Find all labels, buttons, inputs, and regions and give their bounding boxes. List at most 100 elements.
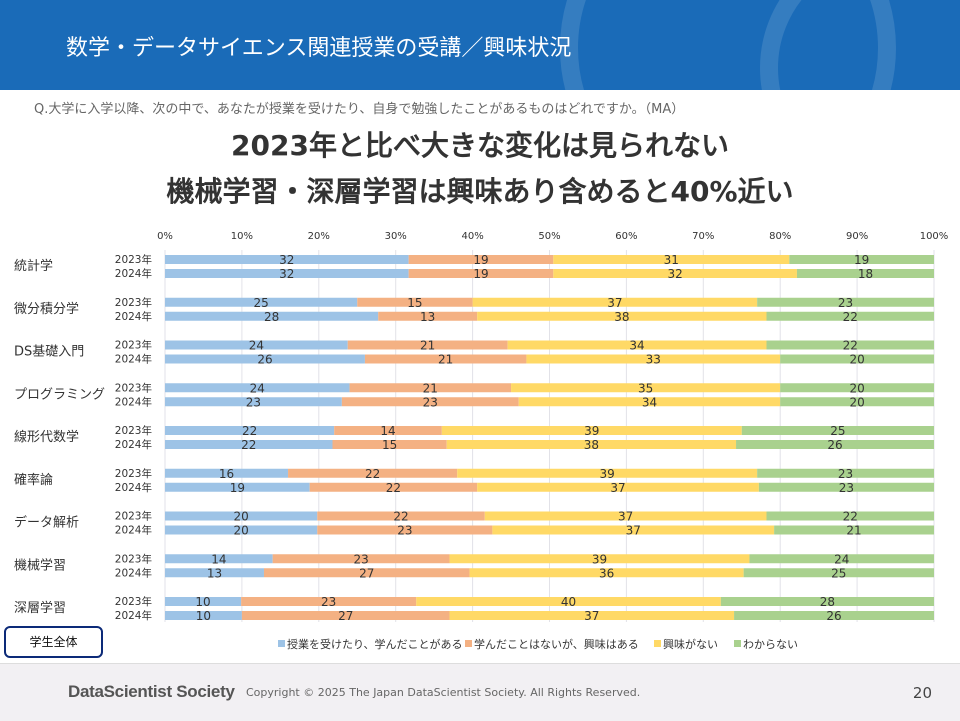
- bar-segment: [553, 269, 797, 278]
- data-label: 21: [438, 353, 453, 367]
- data-label: 26: [257, 353, 272, 367]
- data-label: 24: [249, 339, 264, 353]
- data-label: 32: [279, 267, 294, 281]
- bar-segment: [332, 440, 447, 449]
- data-label: 10: [196, 609, 211, 623]
- data-label: 20: [233, 510, 248, 524]
- data-label: 23: [839, 481, 854, 495]
- bar-segment: [408, 255, 554, 264]
- bar-segment: [780, 354, 934, 364]
- data-label: 13: [207, 566, 222, 580]
- bar-segment: [749, 554, 934, 564]
- bar-segment: [477, 311, 767, 321]
- data-label: 22: [365, 467, 380, 481]
- data-label: 22: [242, 424, 257, 438]
- category-label: 線形代数学: [14, 429, 79, 445]
- data-label: 24: [250, 381, 265, 395]
- data-label: 20: [849, 381, 864, 395]
- bar-segment: [526, 354, 781, 364]
- year-label: 2024年: [115, 566, 152, 579]
- year-label: 2023年: [115, 552, 152, 565]
- year-label: 2024年: [115, 524, 152, 537]
- x-tick-label: 10%: [231, 231, 253, 242]
- data-label: 32: [279, 253, 294, 267]
- data-label: 10: [195, 595, 210, 609]
- data-label: 40: [561, 595, 576, 609]
- data-label: 33: [646, 353, 661, 367]
- headline-2: 機械学習・深層学習は興味あり含めると40%近い: [166, 175, 794, 208]
- year-label: 2023年: [115, 253, 152, 266]
- bar-segment: [165, 468, 289, 478]
- legend-label: わからない: [743, 638, 798, 651]
- data-label: 23: [423, 395, 438, 409]
- legend-label: 興味がない: [663, 637, 718, 651]
- bar-segment: [449, 554, 750, 564]
- bar-segment: [165, 426, 335, 435]
- year-label: 2024年: [115, 609, 152, 622]
- data-label: 25: [830, 424, 845, 438]
- page-title: 数学・データサイエンス関連授業の受講／興味状況: [66, 36, 572, 61]
- bar-segment: [341, 397, 519, 407]
- bar-segment: [757, 468, 934, 478]
- data-label: 21: [423, 381, 438, 395]
- category-label: プログラミング: [14, 387, 105, 402]
- bar-segment: [364, 354, 527, 364]
- bar-segment: [758, 482, 934, 492]
- data-label: 23: [321, 595, 336, 609]
- bar-segment: [165, 554, 273, 564]
- bar-segment: [416, 597, 721, 606]
- bar-segment: [511, 383, 781, 393]
- bar-segment: [165, 482, 310, 492]
- data-label: 22: [241, 438, 256, 452]
- data-label: 26: [826, 609, 841, 623]
- bar-segment: [165, 383, 350, 393]
- data-label: 22: [843, 310, 858, 324]
- bar-segment: [457, 468, 758, 478]
- data-label: 35: [638, 381, 653, 395]
- data-label: 15: [407, 296, 422, 310]
- bar-segment: [309, 482, 478, 492]
- headline-1: 2023年と比べ大きな変化は見られない: [231, 129, 729, 162]
- bar-segment: [492, 525, 775, 535]
- bar-segment: [349, 383, 512, 393]
- x-tick-label: 80%: [769, 231, 791, 242]
- category-label: 機械学習: [14, 557, 66, 573]
- survey-question: Q.大学に入学以降、次の中で、あなたが授業を受けたり、自身で勉強したことがあるも…: [34, 102, 685, 117]
- year-label: 2023年: [115, 424, 152, 437]
- data-label: 13: [420, 310, 435, 324]
- bar-segment: [507, 340, 767, 350]
- data-label: 37: [607, 296, 622, 310]
- data-label: 27: [338, 609, 353, 623]
- bar-segment: [165, 440, 333, 449]
- bar-segment: [736, 440, 934, 449]
- bar-segment: [334, 426, 442, 435]
- x-tick-label: 90%: [846, 231, 868, 242]
- data-label: 36: [599, 566, 614, 580]
- year-label: 2023年: [115, 339, 152, 352]
- bar-segment: [378, 311, 478, 321]
- category-label: データ解析: [14, 515, 79, 531]
- data-label: 38: [584, 438, 599, 452]
- footer: DataScientist Society Copyright © 2025 T…: [0, 663, 960, 721]
- data-label: 24: [834, 552, 849, 566]
- legend-swatch: [654, 640, 661, 647]
- bar-segment: [780, 397, 934, 407]
- data-label: 28: [820, 595, 835, 609]
- year-label: 2024年: [115, 438, 152, 451]
- bar-segment: [241, 597, 417, 606]
- x-tick-label: 70%: [692, 231, 714, 242]
- footer-logo: DataScientist Society: [68, 682, 235, 701]
- data-label: 37: [618, 510, 633, 524]
- data-label: 39: [600, 467, 615, 481]
- bar-segment: [347, 340, 508, 350]
- data-label: 25: [253, 296, 268, 310]
- bar-segment: [734, 611, 934, 620]
- x-tick-label: 100%: [920, 231, 949, 242]
- bar-segment: [357, 297, 473, 307]
- bar-segment: [317, 525, 493, 535]
- legend-swatch: [465, 640, 472, 647]
- data-label: 32: [667, 267, 682, 281]
- bar-segment: [165, 340, 348, 350]
- data-label: 34: [642, 395, 657, 409]
- x-tick-label: 30%: [385, 231, 407, 242]
